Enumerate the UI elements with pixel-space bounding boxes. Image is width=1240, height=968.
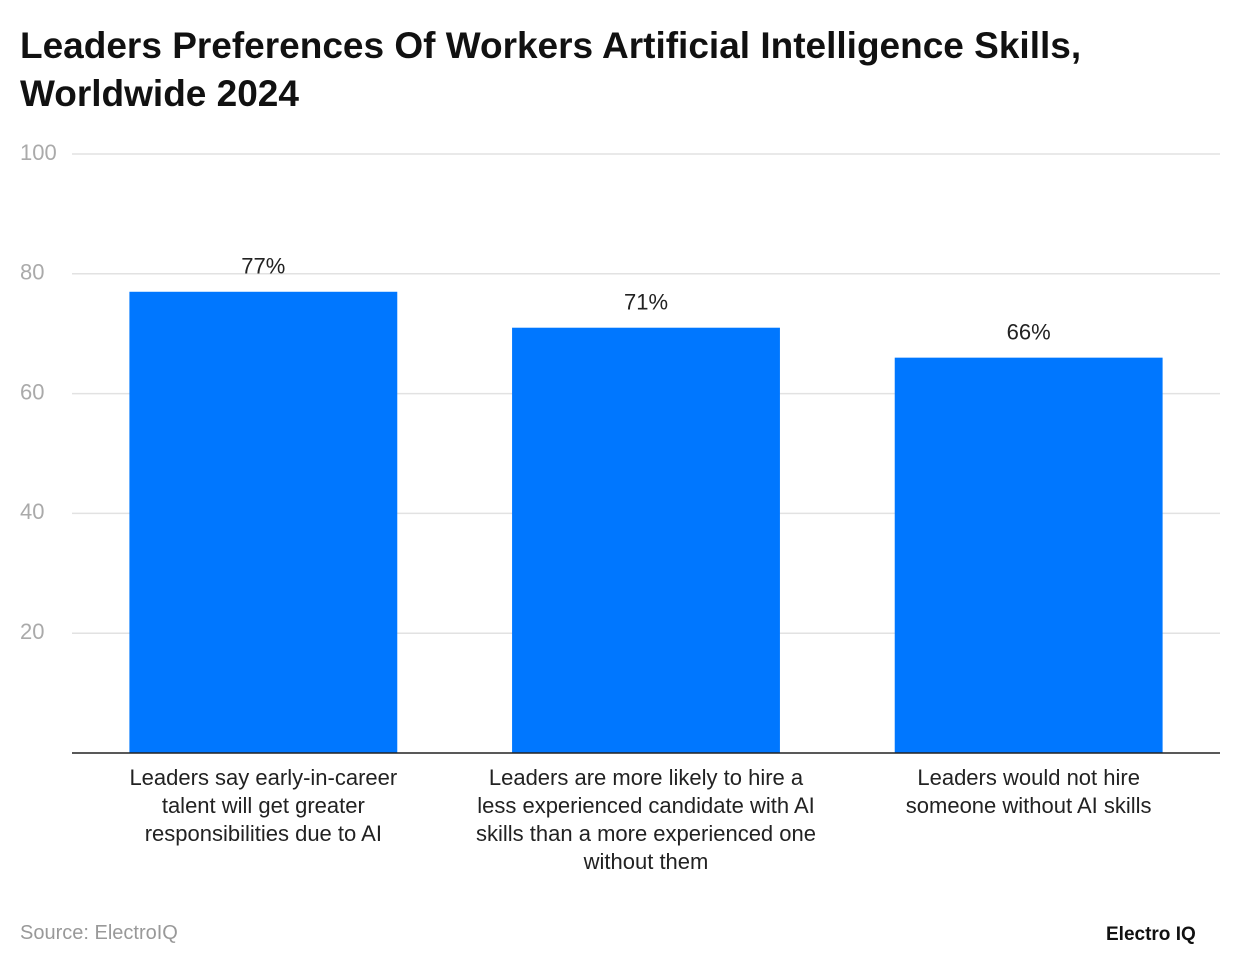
data-label: 66%: [1007, 319, 1051, 344]
x-tick-label: Leaders are more likely to hire a less e…: [476, 765, 816, 874]
bar: [512, 327, 780, 753]
y-tick-label: 20: [20, 619, 44, 644]
data-label: 71%: [624, 290, 668, 315]
y-tick-label: 40: [20, 499, 44, 524]
y-tick-label: 100: [20, 140, 57, 165]
brand-logo: Electro IQ: [1106, 924, 1196, 945]
bar: [129, 291, 398, 753]
bar: [894, 357, 1163, 753]
x-tick-label: Leaders say early-in-career talent will …: [129, 765, 398, 846]
y-tick-label: 60: [20, 379, 44, 404]
chart-title: Leaders Preferences Of Workers Artificia…: [20, 25, 1082, 114]
y-tick-label: 80: [20, 260, 44, 285]
source: Source: ElectroIQ: [20, 922, 178, 944]
x-tick-label: Leaders would not hire someone without A…: [905, 765, 1152, 818]
data-label: 77%: [241, 254, 285, 279]
